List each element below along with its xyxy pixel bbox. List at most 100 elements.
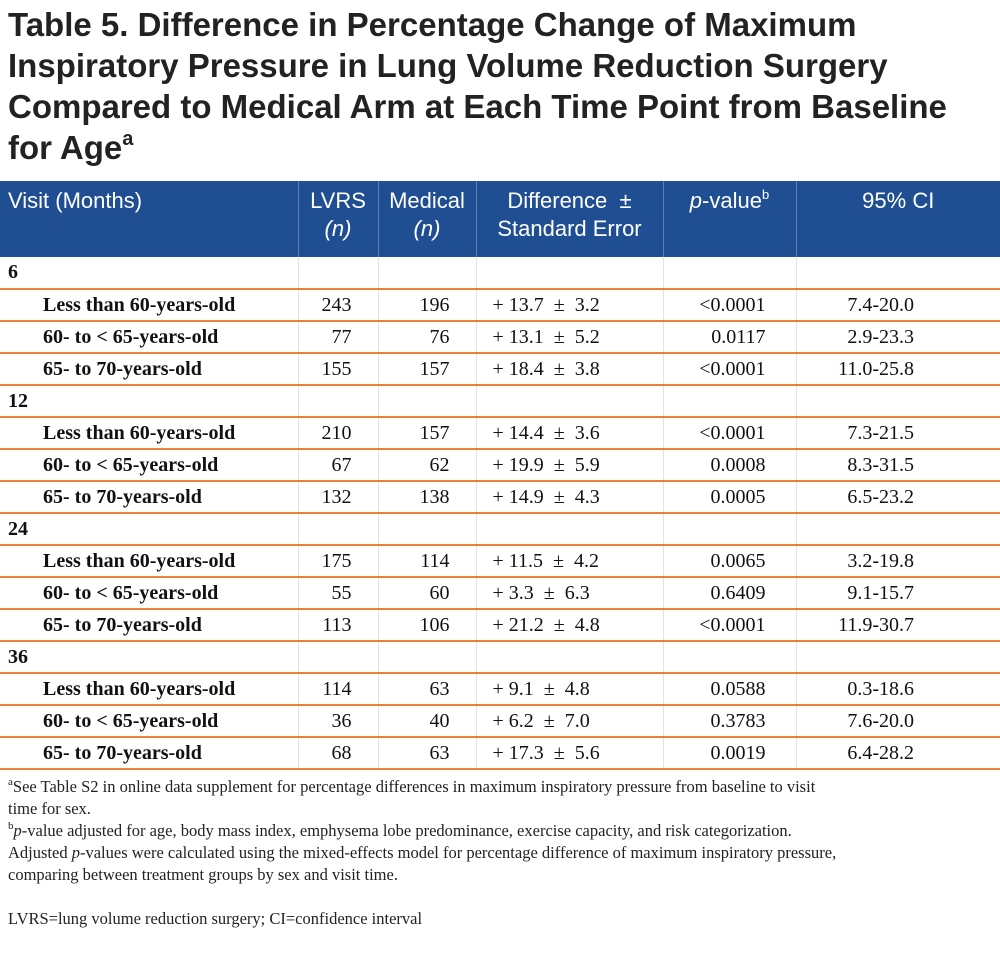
lvrs-n: 175 [297, 545, 378, 578]
age-label: 65- to 70-years-old [0, 737, 298, 770]
confidence-interval: 11.0-25.8 [795, 353, 1000, 386]
table-row: 60- to < 65-years-old 36 40 + 6.2 ± 7.0 … [0, 705, 1000, 738]
table-row: Less than 60-years-old 243 196 + 13.7 ± … [0, 289, 1000, 322]
age-label: 65- to 70-years-old [0, 353, 298, 386]
visit-month: 6 [0, 257, 298, 290]
p-value: 0.0065 [662, 545, 796, 578]
p-value: 0.0008 [662, 449, 796, 482]
header-pvalue: p-valueb [662, 181, 796, 257]
medical-n: 138 [377, 481, 476, 514]
table-row: 65- to 70-years-old 113 106 + 21.2 ± 4.8… [0, 609, 1000, 642]
table-row: 60- to < 65-years-old 55 60 + 3.3 ± 6.3 … [0, 577, 1000, 610]
title-footnote-marker: a [122, 128, 134, 150]
table-row: 65- to 70-years-old 155 157 + 18.4 ± 3.8… [0, 353, 1000, 386]
group-row: 6 [0, 257, 1000, 290]
confidence-interval: 7.4-20.0 [795, 289, 1000, 322]
difference-se: + 14.9 ± 4.3 [475, 481, 663, 514]
visit-month: 24 [0, 513, 298, 546]
table-row: 65- to 70-years-old 68 63 + 17.3 ± 5.6 0… [0, 737, 1000, 770]
p-value: 0.0019 [662, 737, 796, 770]
abbreviations-note: LVRS=lung volume reduction surgery; CI=c… [8, 909, 423, 928]
p-value: 0.0588 [662, 673, 796, 706]
medical-n: 40 [377, 705, 476, 738]
medical-n: 76 [377, 321, 476, 354]
medical-n: 196 [377, 289, 476, 322]
table-row: 60- to < 65-years-old 67 62 + 19.9 ± 5.9… [0, 449, 1000, 482]
confidence-interval: 6.5-23.2 [795, 481, 1000, 514]
lvrs-n: 67 [297, 449, 378, 482]
difference-se: + 21.2 ± 4.8 [475, 609, 663, 642]
table-row: 60- to < 65-years-old 77 76 + 13.1 ± 5.2… [0, 321, 1000, 354]
lvrs-n: 113 [297, 609, 378, 642]
age-label: Less than 60-years-old [0, 289, 298, 322]
difference-se: + 6.2 ± 7.0 [475, 705, 663, 738]
lvrs-n: 68 [297, 737, 378, 770]
confidence-interval: 11.9-30.7 [795, 609, 1000, 642]
difference-se: + 18.4 ± 3.8 [475, 353, 663, 386]
header-difference: Difference ± Standard Error [475, 181, 663, 257]
header-ci: 95% CI [795, 181, 1000, 257]
difference-se: + 13.7 ± 3.2 [475, 289, 663, 322]
p-value: 0.0005 [662, 481, 796, 514]
p-value: <0.0001 [662, 353, 796, 386]
age-label: 60- to < 65-years-old [0, 321, 298, 354]
table-title: Table 5. Difference in Percentage Change… [8, 4, 968, 168]
age-label: 65- to 70-years-old [0, 609, 298, 642]
p-value: 0.0117 [662, 321, 796, 354]
group-row: 24 [0, 513, 1000, 546]
medical-n: 62 [377, 449, 476, 482]
difference-se: + 13.1 ± 5.2 [475, 321, 663, 354]
medical-n: 63 [377, 737, 476, 770]
footnote-b: bp-value adjusted for age, body mass ind… [8, 820, 837, 885]
confidence-interval: 8.3-31.5 [795, 449, 1000, 482]
table-row: Less than 60-years-old 114 63 + 9.1 ± 4.… [0, 673, 1000, 706]
difference-se: + 3.3 ± 6.3 [475, 577, 663, 610]
age-label: 60- to < 65-years-old [0, 705, 298, 738]
lvrs-n: 243 [297, 289, 378, 322]
table-title-text: Table 5. Difference in Percentage Change… [8, 6, 947, 166]
age-label: Less than 60-years-old [0, 545, 298, 578]
difference-se: + 11.5 ± 4.2 [475, 545, 663, 578]
table-row: Less than 60-years-old 210 157 + 14.4 ± … [0, 417, 1000, 450]
confidence-interval: 6.4-28.2 [795, 737, 1000, 770]
data-table: Visit (Months) LVRS (n) Medical (n) Differ… [0, 181, 1000, 770]
medical-n: 63 [377, 673, 476, 706]
group-row: 12 [0, 385, 1000, 418]
lvrs-n: 155 [297, 353, 378, 386]
confidence-interval: 2.9-23.3 [795, 321, 1000, 354]
lvrs-n: 77 [297, 321, 378, 354]
footnotes: aSee Table S2 in online data supplement … [8, 776, 848, 930]
footnote-a: aSee Table S2 in online data supplement … [8, 776, 816, 819]
lvrs-n: 36 [297, 705, 378, 738]
age-label: Less than 60-years-old [0, 673, 298, 706]
difference-se: + 14.4 ± 3.6 [475, 417, 663, 450]
p-value: <0.0001 [662, 289, 796, 322]
difference-se: + 19.9 ± 5.9 [475, 449, 663, 482]
group-row: 36 [0, 641, 1000, 674]
p-value: <0.0001 [662, 417, 796, 450]
medical-n: 106 [377, 609, 476, 642]
confidence-interval: 3.2-19.8 [795, 545, 1000, 578]
header-visit: Visit (Months) [8, 188, 143, 213]
visit-month: 12 [0, 385, 298, 418]
p-value: 0.3783 [662, 705, 796, 738]
confidence-interval: 7.3-21.5 [795, 417, 1000, 450]
age-label: 60- to < 65-years-old [0, 577, 298, 610]
table-row: 65- to 70-years-old 132 138 + 14.9 ± 4.3… [0, 481, 1000, 514]
table-row: Less than 60-years-old 175 114 + 11.5 ± … [0, 545, 1000, 578]
lvrs-n: 55 [297, 577, 378, 610]
table-body: 6 Less than 60-years-old 243 196 + 13.7 … [0, 257, 1000, 770]
age-label: 60- to < 65-years-old [0, 449, 298, 482]
medical-n: 60 [377, 577, 476, 610]
header-lvrs: LVRS (n) [297, 181, 378, 257]
medical-n: 157 [377, 417, 476, 450]
header-medical: Medical (n) [377, 181, 476, 257]
age-label: Less than 60-years-old [0, 417, 298, 450]
age-label: 65- to 70-years-old [0, 481, 298, 514]
table-header: Visit (Months) LVRS (n) Medical (n) Differ… [0, 181, 1000, 257]
confidence-interval: 7.6-20.0 [795, 705, 1000, 738]
lvrs-n: 210 [297, 417, 378, 450]
p-value: <0.0001 [662, 609, 796, 642]
difference-se: + 9.1 ± 4.8 [475, 673, 663, 706]
p-value: 0.6409 [662, 577, 796, 610]
